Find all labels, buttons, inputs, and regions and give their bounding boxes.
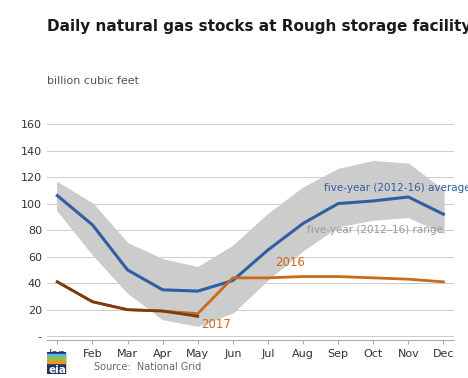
Bar [47,352,65,374]
Text: Source:  National Grid: Source: National Grid [94,363,201,372]
Text: 2017: 2017 [201,318,231,331]
Text: 2016: 2016 [275,256,305,269]
Text: Daily natural gas stocks at Rough storage facility: Daily natural gas stocks at Rough storag… [47,19,468,34]
Bar [47,354,65,357]
Text: billion cubic feet: billion cubic feet [47,76,139,85]
Text: eia: eia [49,365,66,375]
Text: five-year (2012-16) average: five-year (2012-16) average [324,183,468,193]
Bar [47,361,65,363]
Bar [47,358,65,360]
Text: five-year (2012–16) range: five-year (2012–16) range [307,225,442,235]
